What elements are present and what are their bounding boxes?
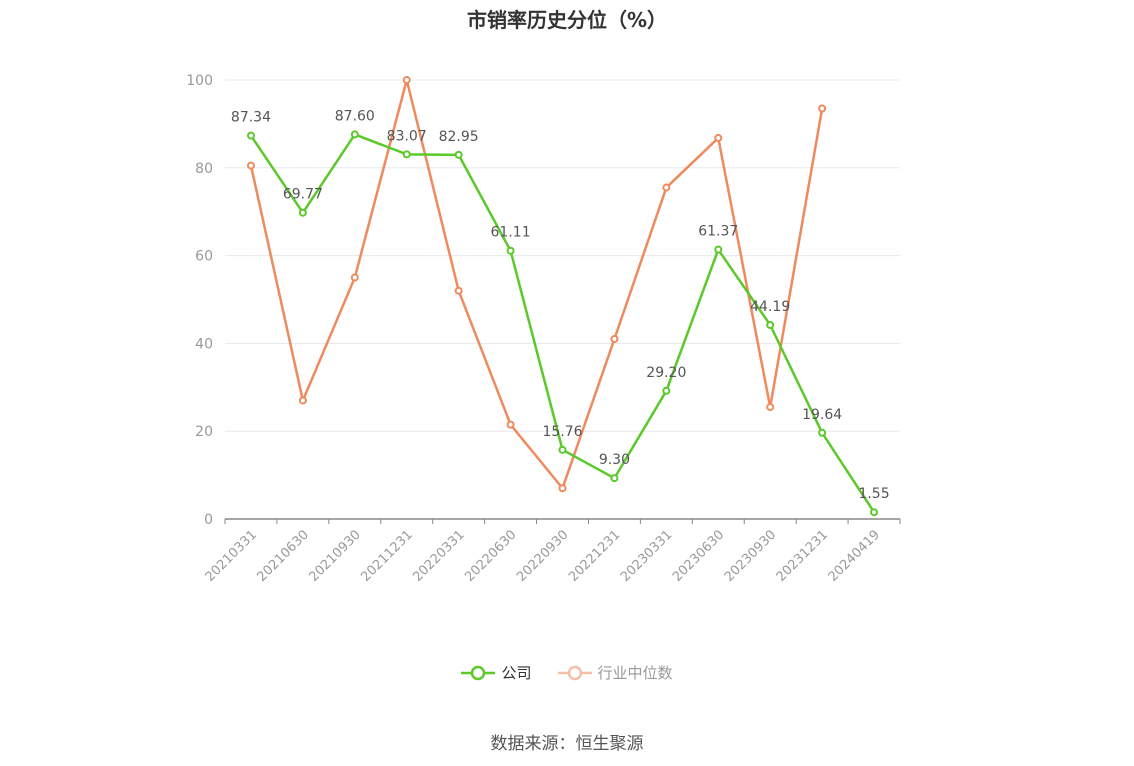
data-point-company bbox=[714, 245, 723, 254]
data-label: 83.07 bbox=[387, 128, 427, 144]
data-label: 61.11 bbox=[491, 225, 531, 241]
data-label: 69.77 bbox=[283, 187, 323, 203]
data-point-company bbox=[870, 508, 879, 517]
series-line-company bbox=[249, 133, 876, 513]
data-point-industry-median bbox=[662, 183, 671, 192]
legend-label: 行业中位数 bbox=[597, 664, 673, 682]
y-tick-label: 20 bbox=[195, 424, 213, 440]
data-point-company bbox=[350, 130, 359, 139]
series-line-industry-median bbox=[249, 78, 824, 490]
data-point-company bbox=[766, 321, 775, 330]
data-point-company bbox=[610, 474, 619, 483]
y-tick-label: 80 bbox=[195, 161, 213, 177]
data-point-industry-median bbox=[350, 273, 359, 282]
data-point-industry-median bbox=[402, 76, 411, 84]
data-point-company bbox=[506, 246, 515, 255]
legend: 公司 行业中位数 bbox=[0, 662, 1134, 683]
x-tick-label: 20211231 bbox=[358, 527, 415, 584]
x-tick-label: 20220331 bbox=[410, 527, 467, 584]
data-point-industry-median bbox=[818, 104, 827, 113]
x-tick-label: 20240419 bbox=[826, 527, 883, 584]
data-point-company bbox=[298, 208, 307, 217]
data-point-company bbox=[454, 150, 463, 159]
data-label: 29.20 bbox=[646, 365, 686, 381]
data-label: 19.64 bbox=[802, 407, 842, 423]
data-label: 9.30 bbox=[599, 452, 630, 468]
data-point-industry-median bbox=[558, 484, 567, 493]
data-label: 15.76 bbox=[542, 424, 582, 440]
y-tick-label: 40 bbox=[195, 336, 213, 352]
legend-item-company[interactable]: 公司 bbox=[461, 662, 532, 683]
x-tick-label: 20220630 bbox=[462, 527, 519, 584]
data-point-industry-median bbox=[766, 403, 775, 412]
x-tick-label: 20220930 bbox=[514, 527, 571, 584]
data-label: 1.55 bbox=[858, 486, 889, 502]
data-label: 61.37 bbox=[698, 224, 738, 240]
data-point-company bbox=[818, 428, 827, 437]
data-point-industry-median bbox=[298, 396, 307, 405]
data-point-company bbox=[662, 386, 671, 395]
legend-marker-icon bbox=[461, 665, 496, 680]
data-point-company bbox=[246, 131, 255, 140]
x-tick-label: 20210930 bbox=[306, 527, 363, 584]
y-tick-label: 0 bbox=[204, 512, 213, 528]
data-label: 87.60 bbox=[335, 108, 375, 124]
x-tick-label: 20231231 bbox=[774, 527, 831, 584]
legend-label: 公司 bbox=[501, 664, 532, 682]
data-point-company bbox=[402, 150, 411, 159]
chart-title: 市销率历史分位（%） bbox=[466, 8, 668, 32]
data-point-industry-median bbox=[454, 286, 463, 295]
data-point-company bbox=[558, 445, 567, 454]
data-label: 87.34 bbox=[231, 110, 271, 126]
data-point-industry-median bbox=[610, 335, 619, 344]
data-label: 44.19 bbox=[750, 299, 790, 315]
x-tick-label: 20221231 bbox=[566, 527, 623, 584]
x-tick-label: 20230930 bbox=[722, 527, 779, 584]
y-tick-label: 100 bbox=[186, 73, 213, 89]
data-point-industry-median bbox=[506, 420, 515, 429]
y-tick-label: 60 bbox=[195, 249, 213, 265]
x-tick-label: 20230630 bbox=[670, 527, 727, 584]
x-tick-label: 20210331 bbox=[203, 527, 260, 584]
legend-item-industry-median[interactable]: 行业中位数 bbox=[557, 662, 673, 683]
data-point-industry-median bbox=[246, 161, 255, 170]
legend-marker-icon bbox=[557, 665, 592, 680]
x-tick-label: 20230331 bbox=[618, 527, 675, 584]
source-note: 数据来源：恒生聚源 bbox=[490, 734, 644, 754]
data-point-industry-median bbox=[714, 133, 723, 142]
x-tick-label: 20210630 bbox=[255, 527, 312, 584]
data-label: 82.95 bbox=[439, 129, 479, 145]
